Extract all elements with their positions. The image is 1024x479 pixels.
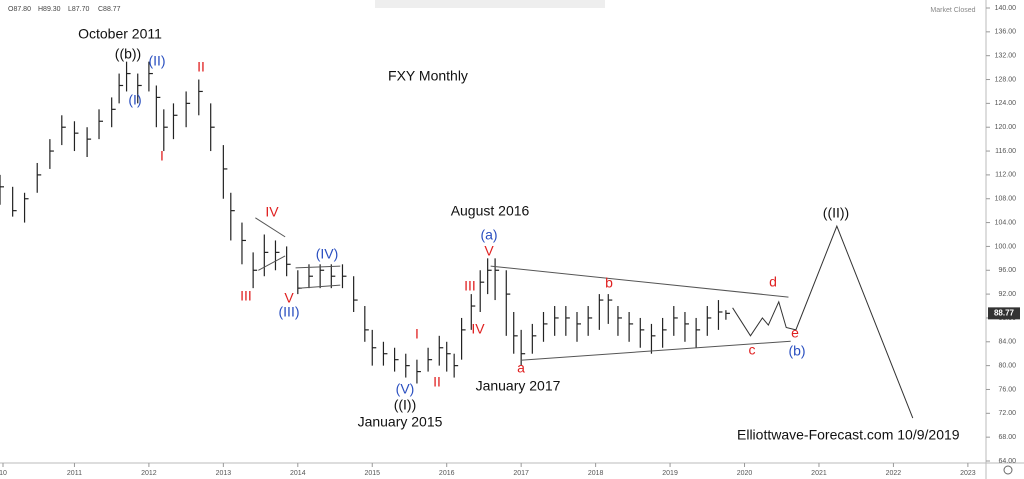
- wave-label: (b): [788, 343, 805, 359]
- wave-label: b: [605, 275, 613, 291]
- wave-label: ((I)): [394, 397, 417, 413]
- x-tick-label: 2021: [811, 470, 827, 477]
- price-tag: [988, 307, 1020, 320]
- wave-label: IV: [265, 204, 279, 220]
- x-tick-label: 2014: [290, 470, 306, 477]
- wave-label: I: [415, 326, 419, 342]
- wave-label: January 2015: [358, 414, 443, 430]
- wave-label: c: [749, 342, 756, 358]
- y-tick-label: 100.00: [995, 243, 1017, 250]
- wave-label: (V): [396, 381, 415, 397]
- header-value: O87.80: [8, 6, 31, 13]
- y-tick-label: 140.00: [995, 5, 1017, 12]
- wave-label: III: [464, 278, 476, 294]
- trendline: [255, 217, 286, 238]
- trendline: [300, 284, 341, 289]
- y-tick-label: 80.00: [998, 362, 1016, 369]
- x-tick-label: 2018: [588, 470, 604, 477]
- x-tick-label: 2017: [513, 470, 529, 477]
- wave-label: II: [433, 374, 441, 390]
- trendline: [295, 265, 341, 269]
- wave-label: I: [160, 148, 164, 164]
- x-tick-label: 2015: [364, 470, 380, 477]
- wave-label: (a): [480, 227, 497, 243]
- y-tick-label: 104.00: [995, 219, 1017, 226]
- x-tick-label: 10: [0, 470, 7, 477]
- wave-label: (II): [148, 53, 165, 69]
- wave-label: ((b)): [115, 46, 141, 62]
- wave-label: e: [791, 325, 799, 341]
- x-tick-label: 2013: [216, 470, 232, 477]
- wave-label: August 2016: [451, 203, 530, 219]
- projection-path: [732, 224, 914, 419]
- price-tag-label: 88.77: [994, 308, 1015, 317]
- header-value: H89.30: [38, 6, 61, 13]
- y-tick-label: 124.00: [995, 100, 1017, 107]
- wave-label: (III): [279, 304, 300, 320]
- wave-label: a: [517, 360, 525, 376]
- y-tick-label: 96.00: [998, 267, 1016, 274]
- status: Market Closed: [930, 7, 975, 14]
- y-tick-label: 108.00: [995, 196, 1017, 203]
- header-value: L87.70: [68, 6, 90, 13]
- y-tick-label: 68.00: [998, 434, 1016, 441]
- settings-icon[interactable]: [1003, 465, 1013, 475]
- y-tick-label: 120.00: [995, 124, 1017, 131]
- wave-label: III: [240, 288, 252, 304]
- header-value: C88.77: [98, 6, 121, 13]
- y-tick-label: 72.00: [998, 410, 1016, 417]
- x-tick-label: 2023: [960, 470, 976, 477]
- x-tick-label: 2016: [439, 470, 455, 477]
- y-tick-label: 84.00: [998, 339, 1016, 346]
- wave-label: (I): [128, 92, 141, 108]
- y-tick-label: 64.00: [998, 458, 1016, 465]
- trendline: [520, 340, 791, 361]
- wave-label: II: [197, 59, 205, 75]
- trendline: [258, 255, 286, 271]
- wave-label: V: [284, 290, 294, 306]
- y-tick-label: 112.00: [995, 172, 1016, 179]
- x-tick-label: 2020: [737, 470, 753, 477]
- wave-label: (IV): [316, 246, 339, 262]
- x-tick-label: 2011: [67, 470, 82, 477]
- x-tick-label: 2012: [141, 470, 157, 477]
- x-tick-label: 2019: [662, 470, 678, 477]
- wave-label: d: [769, 274, 777, 290]
- y-tick-label: 76.00: [998, 386, 1016, 393]
- trendline: [490, 265, 789, 298]
- y-tick-label: 116.00: [995, 148, 1016, 155]
- y-tick-label: 136.00: [995, 29, 1017, 36]
- toolbar: [375, 0, 605, 8]
- wave-label: V: [484, 243, 494, 259]
- wave-label: January 2017: [476, 378, 561, 394]
- y-tick-label: 128.00: [995, 76, 1017, 83]
- wave-label: IV: [471, 321, 485, 337]
- chart-title: FXY Monthly: [388, 68, 468, 84]
- x-tick-label: 2022: [886, 470, 902, 477]
- watermark: Elliottwave-Forecast.com 10/9/2019: [737, 427, 960, 443]
- wave-label: ((II)): [823, 205, 849, 221]
- y-tick-label: 92.00: [998, 291, 1016, 298]
- wave-label: October 2011: [78, 26, 162, 42]
- y-tick-label: 132.00: [995, 53, 1017, 60]
